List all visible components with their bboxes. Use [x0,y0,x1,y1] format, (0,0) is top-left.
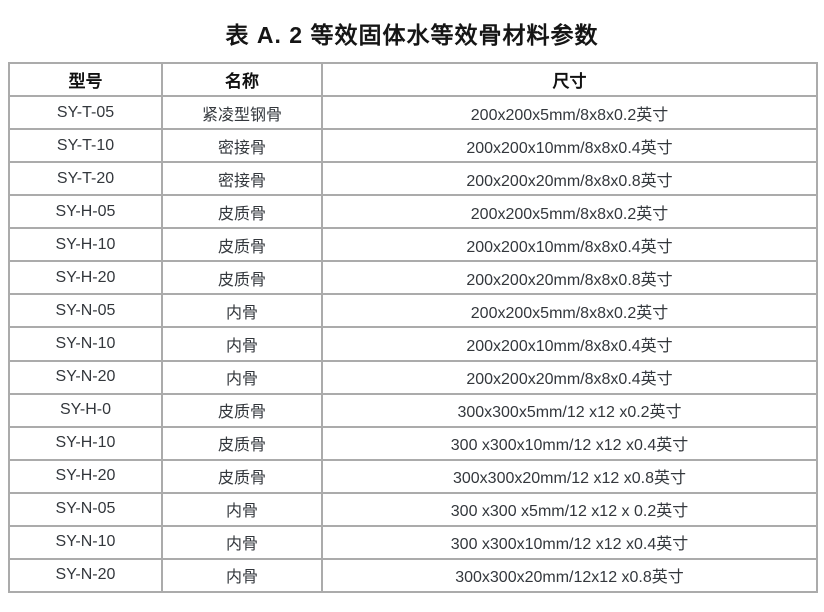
cell-size: 300x300x5mm/12 x12 x0.2英寸 [321,392,818,428]
cell-name: 密接骨 [161,161,323,197]
table-row: SY-T-20 密接骨 200x200x20mm/8x8x0.8英寸 [8,161,818,197]
cell-size: 300 x300x10mm/12 x12 x0.4英寸 [321,425,818,461]
cell-size: 300 x300 x5mm/12 x12 x 0.2英寸 [321,491,818,527]
cell-name: 皮质骨 [161,458,323,494]
cell-name: 皮质骨 [161,194,323,230]
cell-model: SY-N-20 [8,359,163,395]
cell-name: 皮质骨 [161,425,323,461]
table-row: SY-H-10 皮质骨 300 x300x10mm/12 x12 x0.4英寸 [8,425,818,461]
table-title: 表 A. 2 等效固体水等效骨材料参数 [225,22,599,48]
cell-size: 200x200x5mm/8x8x0.2英寸 [321,293,818,329]
cell-size: 200x200x5mm/8x8x0.2英寸 [321,194,818,230]
cell-size: 200x200x20mm/8x8x0.4英寸 [321,359,818,395]
table-row: SY-H-20 皮质骨 200x200x20mm/8x8x0.8英寸 [8,260,818,296]
cell-model: SY-N-05 [8,491,163,527]
column-header-model: 型号 [8,62,163,97]
table-body: SY-T-05 紧凌型钢骨 200x200x5mm/8x8x0.2英寸 SY-T-10… [8,94,818,594]
cell-name: 皮质骨 [161,392,323,428]
cell-model: SY-H-05 [8,194,163,230]
cell-size: 200x200x10mm/8x8x0.4英寸 [321,227,818,263]
table-row: SY-N-10 内骨 300 x300x10mm/12 x12 x0.4英寸 [8,524,818,560]
cell-name: 内骨 [161,557,323,594]
cell-name: 内骨 [161,359,323,395]
header-row: 型号 名称 尺寸 [8,62,818,97]
table-row: SY-T-05 紧凌型钢骨 200x200x5mm/8x8x0.2英寸 [8,94,818,131]
cell-model: SY-T-05 [8,94,163,131]
cell-model: SY-H-20 [8,458,163,494]
material-parameters-table: 型号 名称 尺寸 SY-T-05 紧凌型钢骨 200x200x5mm/8x8x0.2… [8,62,818,594]
table-row: SY-N-05 内骨 200x200x5mm/8x8x0.2英寸 [8,293,818,329]
cell-size: 200x200x10mm/8x8x0.4英寸 [321,326,818,362]
cell-name: 紧凌型钢骨 [161,94,323,131]
table-row: SY-T-10 密接骨 200x200x10mm/8x8x0.4英寸 [8,128,818,164]
table-row: SY-N-10 内骨 200x200x10mm/8x8x0.4英寸 [8,326,818,362]
cell-name: 内骨 [161,293,323,329]
column-header-name: 名称 [161,62,323,97]
cell-size: 200x200x20mm/8x8x0.8英寸 [321,260,818,296]
cell-model: SY-T-10 [8,128,163,164]
cell-model: SY-H-20 [8,260,163,296]
table-header: 型号 名称 尺寸 [8,62,818,97]
cell-size: 200x200x10mm/8x8x0.4英寸 [321,128,818,164]
cell-name: 内骨 [161,491,323,527]
table-row: SY-N-20 内骨 200x200x20mm/8x8x0.4英寸 [8,359,818,395]
cell-name: 皮质骨 [161,260,323,296]
cell-model: SY-H-10 [8,227,163,263]
cell-model: SY-N-10 [8,326,163,362]
table-row: SY-H-0 皮质骨 300x300x5mm/12 x12 x0.2英寸 [8,392,818,428]
table-row: SY-H-10 皮质骨 200x200x10mm/8x8x0.4英寸 [8,227,818,263]
cell-size: 200x200x5mm/8x8x0.2英寸 [321,94,818,131]
table-row: SY-N-05 内骨 300 x300 x5mm/12 x12 x 0.2英寸 [8,491,818,527]
cell-model: SY-N-05 [8,293,163,329]
cell-model: SY-H-10 [8,425,163,461]
cell-size: 200x200x20mm/8x8x0.8英寸 [321,161,818,197]
column-header-size: 尺寸 [321,62,818,97]
cell-size: 300x300x20mm/12x12 x0.8英寸 [321,557,818,594]
table-row: SY-H-05 皮质骨 200x200x5mm/8x8x0.2英寸 [8,194,818,230]
cell-size: 300x300x20mm/12 x12 x0.8英寸 [321,458,818,494]
table-row: SY-H-20 皮质骨 300x300x20mm/12 x12 x0.8英寸 [8,458,818,494]
cell-name: 皮质骨 [161,227,323,263]
cell-name: 内骨 [161,326,323,362]
cell-size: 300 x300x10mm/12 x12 x0.4英寸 [321,524,818,560]
cell-model: SY-H-0 [8,392,163,428]
cell-model: SY-T-20 [8,161,163,197]
cell-model: SY-N-20 [8,557,163,594]
cell-name: 内骨 [161,524,323,560]
cell-name: 密接骨 [161,128,323,164]
cell-model: SY-N-10 [8,524,163,560]
table-row: SY-N-20 内骨 300x300x20mm/12x12 x0.8英寸 [8,557,818,594]
